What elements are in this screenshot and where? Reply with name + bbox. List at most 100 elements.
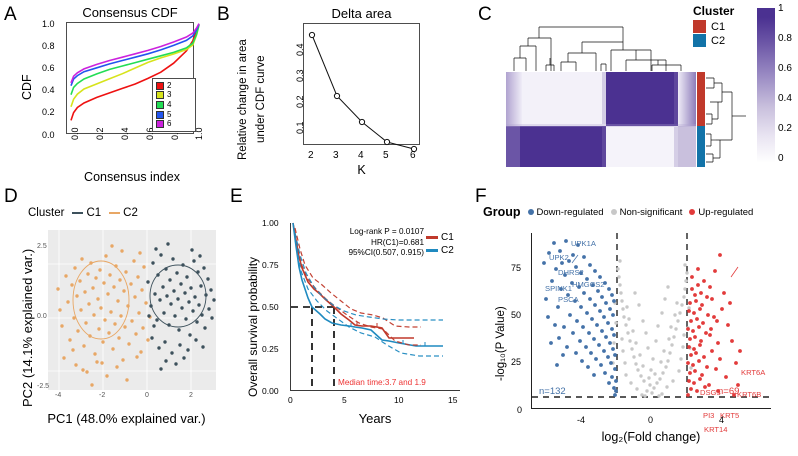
panel-f-letter: F [475,186,487,207]
legend-dot-up [689,209,696,215]
panel-b-xtick-1: 3 [333,150,339,161]
panel-c-heatmap [506,72,696,167]
panel-a-xtick-2: 0.4 [120,127,130,140]
panel-a-xtick-0: 0.0 [70,127,80,140]
legend-item: 2 [156,81,192,91]
panel-d-ylabel: PC2 (14.1% explained var.) [20,248,35,407]
panel-f-ytick-25: 25 [511,357,522,367]
colorbar-tick-1: 1 [778,3,784,14]
panel-e-ytick-0.00: 0.00 [262,386,279,396]
legend-item: 4 [156,100,192,110]
panel-e-legend: C1 C2 [426,231,454,257]
panel-b-ylabel-line1: Relative change in area [237,39,249,160]
panel-d-ytick-2.5: 2.5 [37,243,47,250]
panel-a-ylabel: CDF [20,74,34,100]
colorbar-tick-0: 0 [778,153,784,164]
panel-f-points [532,233,772,398]
panel-e-ytick-0.75: 0.75 [262,260,279,270]
panel-b-xtick-2: 4 [358,150,364,161]
legend-item: 6 [156,119,192,129]
gene-label-hmgcs2: HMGCS2 [572,280,605,289]
legend-line-c2 [426,249,438,252]
panel-b-xtick-3: 5 [383,150,389,161]
legend-item-c1: C1 [72,207,101,219]
panel-c-consensus-matrix [506,72,696,167]
legend-item-down: Down-regulated [527,206,604,218]
panel-d-ytick--2.5: -2.5 [37,383,50,390]
gene-label-spink1: SPINK1 [545,284,573,293]
panel-e-median-note: Median time:3.7 and 1.9 [338,378,426,387]
gene-label-dhrs2: DHRS2 [558,268,584,277]
colorbar-tick-0.4: 0.4 [778,93,792,104]
legend-item-c2: C2 [109,207,138,219]
panel-d-xtick-0: 0 [145,392,149,399]
panel-a-xlabel: Consensus index [84,170,180,184]
panel-e-km-curves [291,222,443,391]
panel-e-xtick-0: 0 [288,395,293,405]
legend-item-c1: C1 [426,231,454,244]
panel-d-points [48,230,216,390]
legend-label-c1: C1 [441,232,454,243]
panel-f-xtick-0: 0 [648,415,654,425]
panel-f-volcano-plot: F Group Down-regulated Non-significant U… [473,185,798,456]
panel-c-row-dendrogram [706,77,746,163]
panel-b-xlabel: K [357,163,366,177]
panel-c-cluster-bar-c1 [697,72,705,126]
panel-a-letter: A [4,4,17,25]
legend-line-c1 [426,236,438,239]
legend-marker-c2 [109,212,121,214]
panel-c-cluster-legend: Cluster C1 C2 [693,4,734,48]
panel-e-xtick-5: 5 [342,395,347,405]
panel-b-ytick-2: 0.3 [295,69,305,82]
panel-c-consensus-heatmap: C [475,0,798,188]
panel-b-title: Delta area [331,6,392,21]
legend-label-up: Up-regulated [698,206,754,218]
panel-a-title: Consensus CDF [82,5,178,20]
legend-swatch-5 [156,110,164,119]
legend-label-down: Down-regulated [536,206,604,218]
legend-label-c1: C1 [86,207,102,219]
panel-f-ytick-0: 0 [517,405,523,415]
panel-d-xtick-2: 2 [189,392,193,399]
gene-label-krt14: KRT14 [704,425,728,434]
gene-label-krt6b: KRT6B [737,390,762,399]
legend-item-up: Up-regulated [689,207,753,218]
panel-f-xlabel: log₂(Fold change) [601,430,701,444]
legend-dot-down [527,209,534,215]
panel-e-ytick-1.00: 1.00 [262,218,279,228]
panel-e-survival-curve: E [228,185,473,456]
legend-swatch-3 [156,91,164,100]
panel-d-plot-area [48,230,216,390]
colorbar-tick-0.8: 0.8 [778,33,792,44]
panel-f-ytick-75: 75 [511,263,522,273]
panel-b-ytick-3: 0.4 [295,43,305,56]
panel-a-xtick-1: 0.2 [95,127,105,140]
cluster-swatch-c2 [693,34,706,47]
panel-c-legend-title: Cluster [693,4,735,18]
panel-d-letter: D [4,186,18,207]
panel-e-xtick-10: 10 [394,395,404,405]
gene-label-krt5: KRT5 [720,411,740,420]
panel-f-xtick--4: -4 [577,415,586,425]
panel-b-curve [308,31,418,153]
panel-e-ytick-0.50: 0.50 [262,302,279,312]
panel-e-letter: E [230,186,243,207]
legend-swatch-2 [156,81,164,90]
panel-f-count-down: n=132 [539,386,566,397]
panel-e-ylabel: Overall survival probability [246,256,260,397]
panel-b-xtick-4: 6 [410,150,416,161]
legend-swatch-4 [156,100,164,109]
panel-a-ytick-4: 0.8 [42,41,55,51]
panel-f-count-up: n=69 [718,386,740,397]
panel-e-ytick-0.25: 0.25 [262,344,279,354]
legend-item-c1: C1 [693,20,734,33]
panel-e-hazard-ratio: HR(C1)=0.681 [370,237,424,247]
panel-b-ytick-0: 0.1 [295,121,305,134]
panel-d-xtick--4: -4 [55,392,62,399]
panel-b-ytick-1: 0.2 [295,95,305,108]
legend-marker-c1 [72,212,84,214]
legend-label-2: 2 [167,80,172,90]
legend-label-3: 3 [167,90,172,100]
panel-e-confidence-interval: 95%CI(0.507, 0.915) [348,248,424,257]
